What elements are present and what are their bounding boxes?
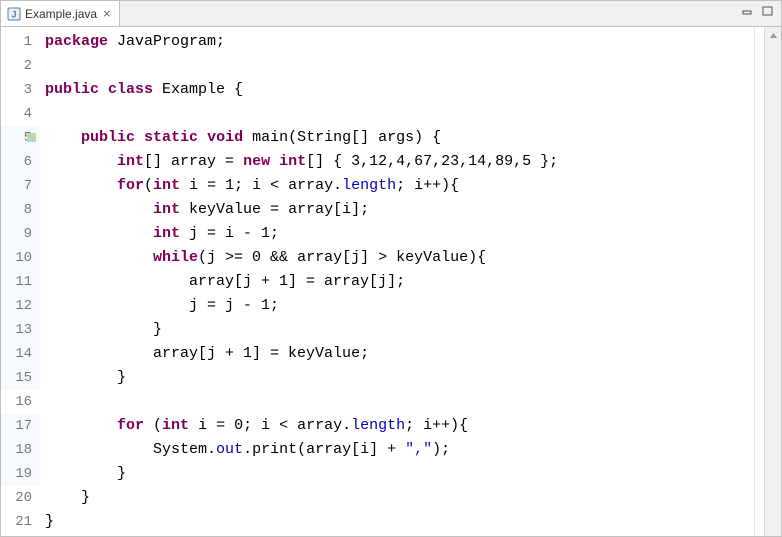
code-line[interactable]: public static void main(String[] args) { <box>45 126 754 150</box>
code-line[interactable] <box>45 54 754 78</box>
close-tab-button[interactable]: × <box>101 7 113 20</box>
minimize-button[interactable] <box>739 3 757 19</box>
code-line[interactable]: package JavaProgram; <box>45 30 754 54</box>
line-number: 20 <box>1 486 40 510</box>
line-number: 9 <box>1 222 40 246</box>
window-controls <box>739 3 777 19</box>
file-tab-label: Example.java <box>25 7 97 21</box>
file-tab[interactable]: J Example.java × <box>1 1 120 26</box>
code-line[interactable]: while(j >= 0 && array[j] > keyValue){ <box>45 246 754 270</box>
line-number: 5 <box>1 126 40 150</box>
line-number: 18 <box>1 438 40 462</box>
line-number: 2 <box>1 54 40 78</box>
line-number: 14 <box>1 342 40 366</box>
code-line[interactable]: public class Example { <box>45 78 754 102</box>
line-number: 7 <box>1 174 40 198</box>
code-line[interactable]: int keyValue = array[i]; <box>45 198 754 222</box>
code-line[interactable]: for (int i = 0; i < array.length; i++){ <box>45 414 754 438</box>
code-line[interactable]: array[j + 1] = array[j]; <box>45 270 754 294</box>
line-number: 13 <box>1 318 40 342</box>
code-line[interactable]: } <box>45 486 754 510</box>
line-number: 17 <box>1 414 40 438</box>
line-number: 15 <box>1 366 40 390</box>
line-number: 16 <box>1 390 40 414</box>
code-line[interactable]: } <box>45 366 754 390</box>
code-line[interactable]: } <box>45 510 754 534</box>
code-line[interactable]: } <box>45 462 754 486</box>
line-number: 10 <box>1 246 40 270</box>
override-marker-icon <box>27 133 36 142</box>
line-number: 21 <box>1 510 40 534</box>
line-number: 19 <box>1 462 40 486</box>
vertical-scrollbar[interactable] <box>764 27 781 536</box>
line-number: 11 <box>1 270 40 294</box>
code-line[interactable]: int j = i - 1; <box>45 222 754 246</box>
svg-text:J: J <box>11 9 16 19</box>
code-content[interactable]: package JavaProgram; public class Example… <box>41 27 754 536</box>
maximize-button[interactable] <box>759 3 777 19</box>
editor-tab-bar: J Example.java × <box>1 1 781 27</box>
line-number-gutter: 123456789101112131415161718192021 <box>1 27 41 536</box>
scroll-up-button[interactable] <box>765 27 781 44</box>
line-number: 8 <box>1 198 40 222</box>
code-line[interactable]: array[j + 1] = keyValue; <box>45 342 754 366</box>
code-line[interactable] <box>45 102 754 126</box>
code-line[interactable]: for(int i = 1; i < array.length; i++){ <box>45 174 754 198</box>
line-number: 12 <box>1 294 40 318</box>
java-file-icon: J <box>7 7 21 21</box>
editor-area: 123456789101112131415161718192021 packag… <box>1 27 781 536</box>
line-number: 3 <box>1 78 40 102</box>
line-number: 6 <box>1 150 40 174</box>
code-line[interactable]: int[] array = new int[] { 3,12,4,67,23,1… <box>45 150 754 174</box>
line-number: 1 <box>1 30 40 54</box>
line-number: 4 <box>1 102 40 126</box>
code-line[interactable]: } <box>45 318 754 342</box>
code-line[interactable]: System.out.print(array[i] + ","); <box>45 438 754 462</box>
overview-ruler <box>754 27 764 536</box>
code-line[interactable] <box>45 390 754 414</box>
code-line[interactable]: j = j - 1; <box>45 294 754 318</box>
